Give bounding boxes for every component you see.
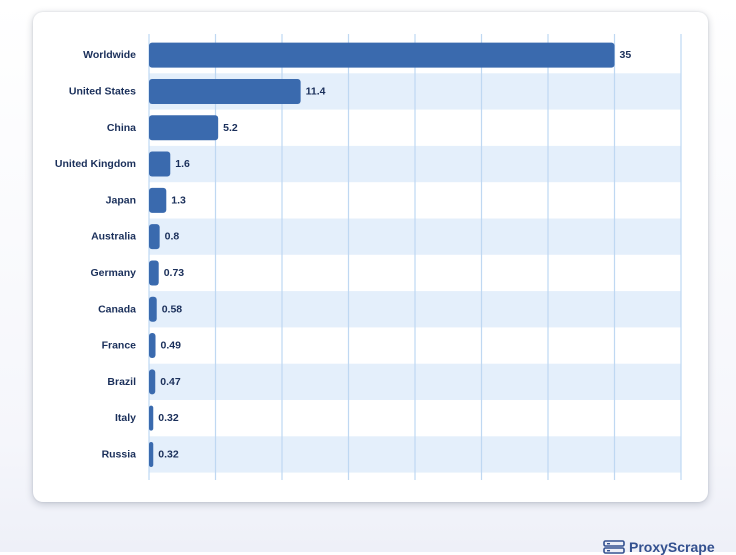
value-label: 35 [620, 49, 632, 61]
bar [149, 42, 615, 68]
bar-chart: Worldwide United States China United Kingdo… [55, 34, 682, 480]
gridlines [148, 34, 682, 480]
category-label: United States [69, 85, 136, 97]
bar [149, 296, 157, 322]
category-label: Canada [98, 303, 136, 315]
category-label: Italy [115, 412, 136, 424]
category-label: France [102, 340, 137, 352]
category-label: Japan [106, 194, 136, 206]
bar [149, 260, 159, 286]
value-label: 1.3 [171, 194, 186, 206]
bar [149, 151, 171, 177]
category-labels: Worldwide United States China United Kingdo… [55, 49, 136, 460]
value-label: 11.4 [306, 85, 326, 97]
bar [149, 405, 154, 431]
category-label: Australia [91, 231, 136, 243]
category-label: Brazil [107, 376, 136, 388]
brand-name: ProxyScrape [629, 539, 715, 555]
value-label: 0.73 [164, 267, 185, 279]
category-label: United Kingdom [55, 158, 136, 170]
category-label: Germany [90, 267, 136, 279]
value-label: 0.49 [161, 340, 182, 352]
bar [149, 78, 301, 104]
category-label: Russia [102, 448, 137, 460]
bar [149, 187, 167, 213]
chart-card: Worldwide United States China United Kingdo… [33, 12, 708, 502]
bar [149, 441, 154, 467]
value-label: 0.8 [165, 231, 180, 243]
bar [149, 224, 160, 250]
bar [149, 115, 219, 141]
bars [149, 42, 615, 467]
value-label: 0.47 [160, 376, 181, 388]
bar [149, 333, 156, 359]
bar [149, 369, 156, 395]
value-label: 0.58 [162, 303, 183, 315]
category-label: China [107, 122, 136, 134]
value-label: 5.2 [223, 122, 238, 134]
value-labels: 35 11.4 5.2 1.6 1.3 0.8 0.73 0.58 0.49 0.47 0.32 0.… [158, 49, 631, 460]
category-label: Worldwide [83, 49, 136, 61]
value-label: 0.32 [158, 448, 179, 460]
value-label: 0.32 [158, 412, 179, 424]
value-label: 1.6 [175, 158, 190, 170]
